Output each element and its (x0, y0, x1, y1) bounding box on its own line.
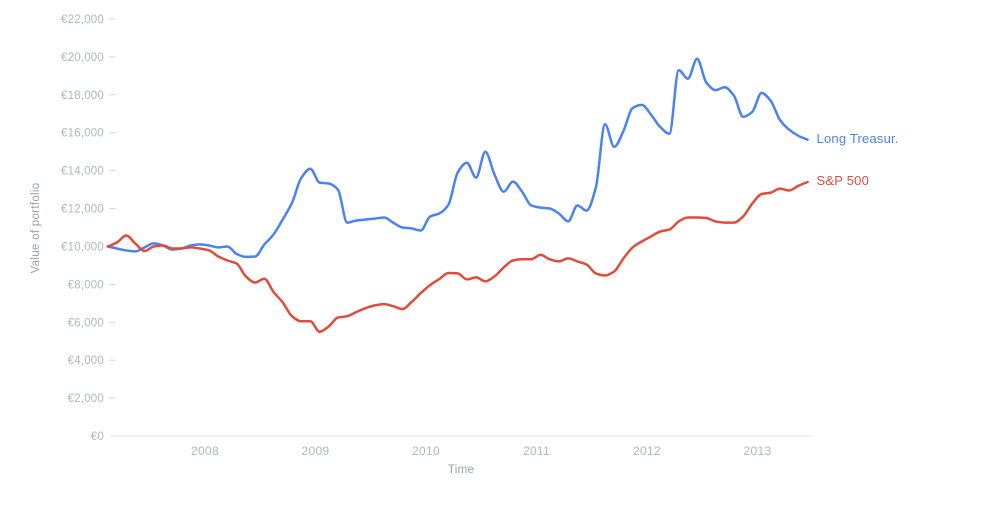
y-tick-label: €8,000 (68, 279, 104, 291)
x-tick-label: 2013 (744, 444, 772, 458)
y-tick-label: €6,000 (68, 317, 104, 329)
y-tick-label: €22,000 (61, 14, 104, 26)
y-axis-title: Value of portfolio (30, 182, 42, 274)
y-tick-label: €10,000 (61, 241, 104, 253)
y-tick-label: €4,000 (68, 355, 104, 367)
x-tick-label: 2009 (302, 444, 330, 458)
legend-sp500: S&P 500 (816, 173, 870, 188)
series-line-sp500 (106, 180, 809, 334)
x-tick-label: 2008 (191, 444, 219, 458)
y-tick-label: €14,000 (61, 166, 104, 178)
x-tick-label: 2010 (412, 444, 440, 458)
series-line-long-treasuries (106, 57, 809, 259)
y-tick-label: €20,000 (61, 52, 104, 64)
y-tick-label: €12,000 (61, 204, 104, 216)
y-tick-label: €16,000 (61, 128, 104, 140)
x-tick-label: 2011 (523, 444, 550, 458)
legend-long-treasuries: Long Treasur. (816, 130, 899, 146)
y-tick-label: €18,000 (61, 90, 104, 102)
x-tick-label: 2012 (633, 444, 661, 458)
y-tick-label: €2,000 (68, 393, 104, 405)
x-axis-title: Time (447, 464, 475, 476)
y-tick-label: €0 (91, 431, 104, 443)
